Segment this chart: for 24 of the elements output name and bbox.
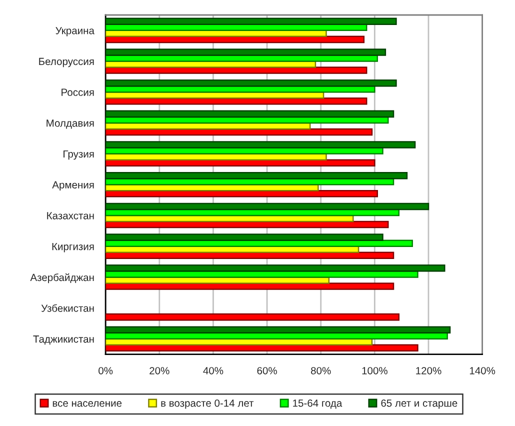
y-tick-label: Азербайджан [30,273,94,284]
y-tick-label: Казахстан [47,212,94,220]
x-tick-label: 100% [362,367,388,374]
x-tick-label: 0% [98,367,113,374]
bar [106,313,400,321]
x-tick-label: 40% [203,367,224,374]
y-tick-label: Россия [62,88,94,96]
y-tick-label: Белоруссия [39,58,94,68]
y-tick-label: Украина [56,27,94,36]
legend-label: все население [52,401,122,407]
x-tick-label: 140% [470,367,496,374]
x-tick-label: 20% [150,367,170,374]
y-tick-label: Киргизия [52,242,94,252]
x-tick-label: 120% [416,367,442,374]
y-tick-label: Молдавия [46,120,94,129]
legend-label: 65 лет и старше [381,400,458,409]
legend-label: 15-64 года [293,400,342,409]
x-tick-label: 60% [257,367,277,374]
y-tick-label: Грузия [64,150,94,160]
y-tick-label: Узбекистан [41,304,94,312]
y-tick-label: Таджикистан [33,336,94,345]
legend-label: в возрасте 0-14 лет [161,400,254,409]
y-tick-label: Армения [52,181,94,191]
x-tick-label: 80% [311,367,331,374]
